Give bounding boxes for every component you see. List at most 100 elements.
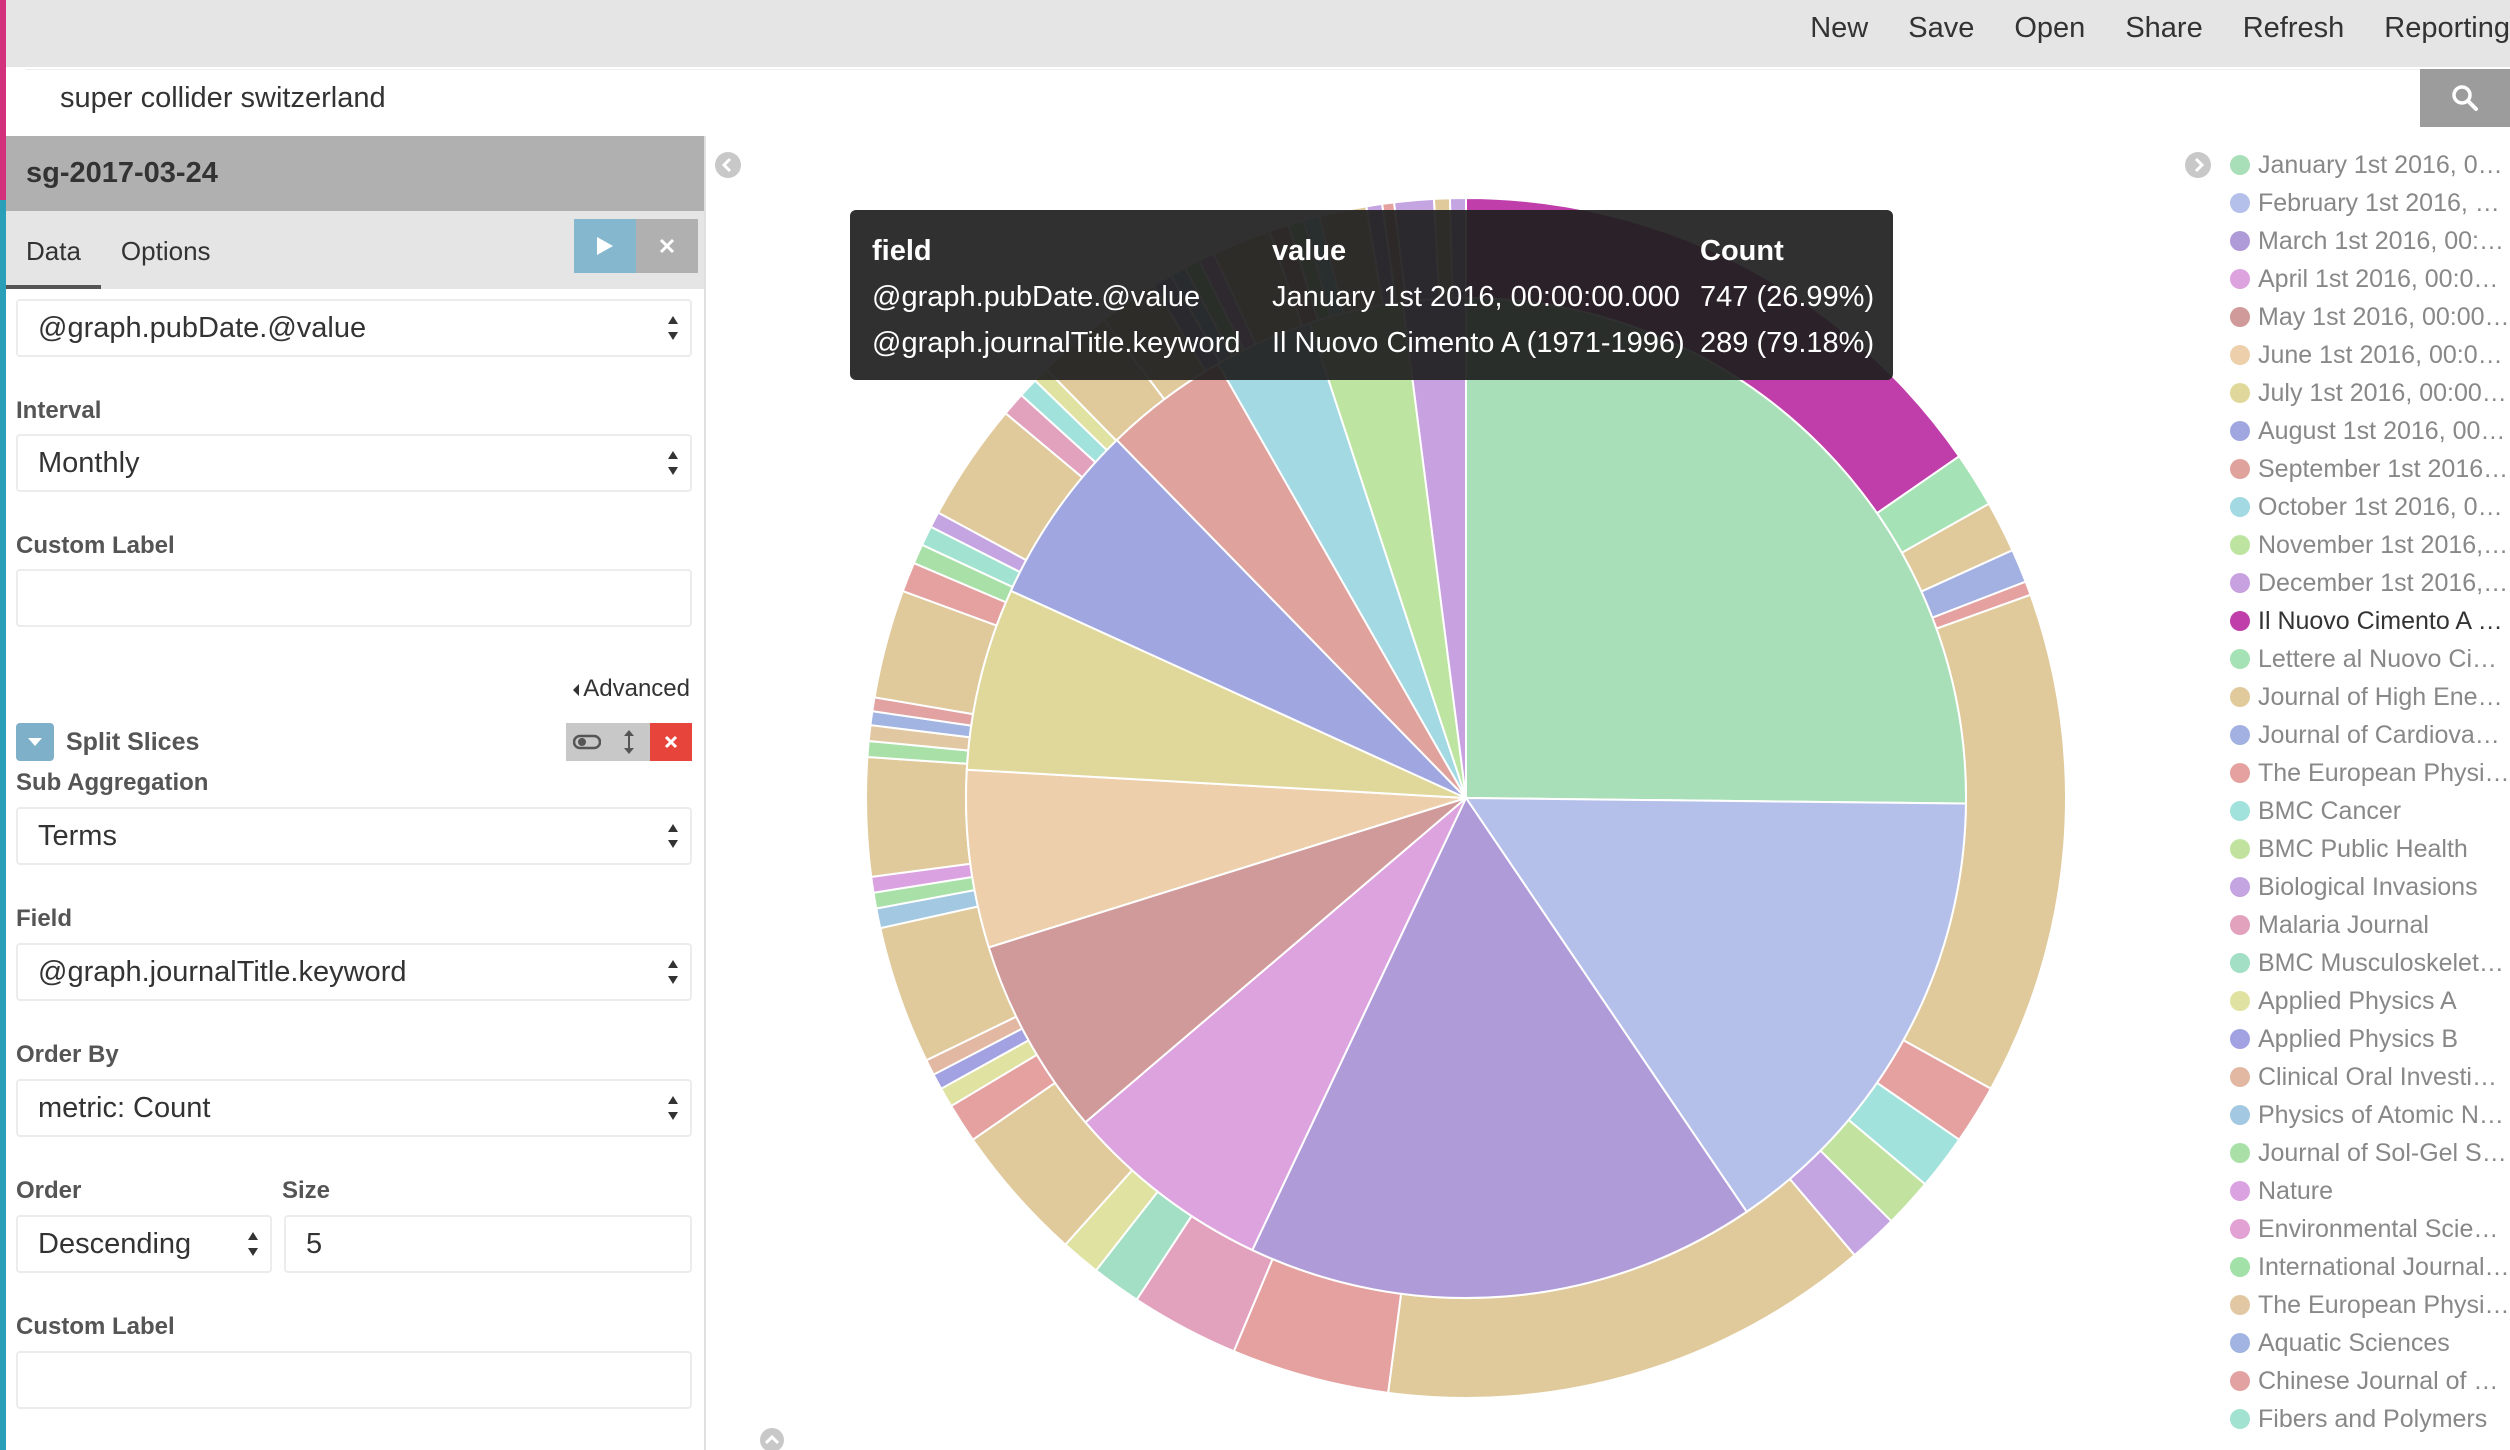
legend-item[interactable]: January 1st 2016, 00:0... (2230, 146, 2510, 184)
apply-button[interactable] (574, 219, 636, 273)
menu-refresh[interactable]: Refresh (2242, 11, 2345, 44)
sub-aggregation-value: Terms (38, 819, 117, 852)
legend-item[interactable]: Fibers and Polymers (2230, 1400, 2510, 1438)
reorder-handle[interactable] (608, 723, 650, 761)
order-by-select[interactable]: metric: Count (16, 1079, 692, 1137)
legend-item[interactable]: April 1st 2016, 00:00:0... (2230, 260, 2510, 298)
legend-item[interactable]: Journal of Sol-Gel Scie... (2230, 1134, 2510, 1172)
legend-label: Applied Physics A (2258, 986, 2457, 1015)
legend-label: Applied Physics B (2258, 1024, 2459, 1053)
legend-color-dot (2230, 497, 2250, 517)
tab-options[interactable]: Options (120, 236, 211, 266)
pie-slice-inner[interactable] (1084, 797, 1467, 1252)
legend-item[interactable]: March 1st 2016, 00:00... (2230, 222, 2510, 260)
discard-button[interactable] (636, 219, 698, 273)
sub-aggregation-select[interactable]: Terms (16, 807, 692, 865)
menu-reporting[interactable]: Reporting (2384, 11, 2510, 44)
pie-slice-inner[interactable] (965, 768, 1467, 949)
legend-item[interactable]: Clinical Oral Investiga... (2230, 1058, 2510, 1096)
legend-item[interactable]: August 1st 2016, 00:0... (2230, 412, 2510, 450)
close-icon (664, 735, 678, 749)
legend-item[interactable]: BMC Cancer (2230, 792, 2510, 830)
tooltip-cell: 747 (26.99%) (1700, 280, 1875, 313)
legend-color-dot (2230, 1143, 2250, 1163)
custom-label-input[interactable] (16, 569, 692, 627)
legend-item[interactable]: The European Physica... (2230, 754, 2510, 792)
pie-slice-inner[interactable] (1464, 796, 1967, 1214)
pie-slice-inner[interactable] (965, 589, 1467, 799)
pie-slice-inner[interactable] (1009, 438, 1467, 799)
menu-new[interactable]: New (1810, 11, 1869, 44)
legend-color-dot (2230, 193, 2250, 213)
legend-item[interactable]: October 1st 2016, 00:... (2230, 488, 2510, 526)
pie-slice-inner[interactable] (1251, 795, 1749, 1299)
order-value: Descending (38, 1227, 192, 1260)
sidebar-title: sg-2017-03-24 (6, 136, 704, 211)
field-select[interactable]: @graph.journalTitle.keyword (16, 943, 692, 1001)
legend-label: September 1st 2016, ... (2258, 454, 2510, 483)
legend-item[interactable]: Environmental Scienc... (2230, 1210, 2510, 1248)
legend-label: Environmental Scienc... (2258, 1214, 2510, 1243)
legend-item[interactable]: Aquatic Sciences (2230, 1324, 2510, 1362)
play-icon (597, 237, 613, 255)
legend-item[interactable]: Nature (2230, 1172, 2510, 1210)
legend-item[interactable]: Journal of Cardiovasc... (2230, 716, 2510, 754)
split-slices-toggle[interactable] (16, 723, 54, 761)
size-input[interactable]: 5 (284, 1215, 692, 1273)
search-bar (26, 69, 2510, 127)
legend-item[interactable]: Applied Physics B (2230, 1020, 2510, 1058)
legend-color-dot (2230, 877, 2250, 897)
legend-item[interactable]: Malaria Journal (2230, 906, 2510, 944)
legend-color-dot (2230, 231, 2250, 251)
custom-label-2-label: Custom Label (16, 1313, 175, 1340)
legend-item[interactable]: Il Nuovo Cimento A (1... (2230, 602, 2510, 640)
legend-label: Journal of High Energ... (2258, 682, 2510, 711)
legend-item[interactable]: Lettere al Nuovo Cime... (2230, 640, 2510, 678)
order-select[interactable]: Descending (16, 1215, 272, 1273)
interval-select[interactable]: Monthly (16, 434, 692, 492)
legend-item[interactable]: International Journal ... (2230, 1248, 2510, 1286)
legend-color-dot (2230, 1409, 2250, 1429)
legend-item[interactable]: BMC Musculoskeletal ... (2230, 944, 2510, 982)
collapse-legend-button[interactable] (2185, 152, 2211, 178)
advanced-toggle[interactable]: Advanced (571, 675, 690, 703)
top-menu-bar: New Save Open Share Refresh Reporting (6, 0, 2510, 67)
collapse-sidebar-button[interactable] (715, 152, 741, 178)
toggle-agg-button[interactable] (566, 723, 608, 761)
search-button[interactable] (2420, 69, 2510, 127)
interval-value: Monthly (38, 446, 140, 479)
legend-color-dot (2230, 1333, 2250, 1353)
custom-label-2-input[interactable] (16, 1351, 692, 1409)
legend-item[interactable]: February 1st 2016, 00... (2230, 184, 2510, 222)
legend-item[interactable]: September 1st 2016, ... (2230, 450, 2510, 488)
menu-share[interactable]: Share (2125, 11, 2203, 44)
legend-item[interactable]: Applied Physics A (2230, 982, 2510, 1020)
legend-item[interactable]: BMC Public Health (2230, 830, 2510, 868)
legend-color-dot (2230, 1029, 2250, 1049)
legend-label: International Journal ... (2258, 1252, 2510, 1281)
tab-data[interactable]: Data (6, 236, 101, 289)
legend-item[interactable]: The European Physica... (2230, 1286, 2510, 1324)
legend-label: May 1st 2016, 00:00:0... (2258, 302, 2510, 331)
legend-item[interactable]: July 1st 2016, 00:00:00... (2230, 374, 2510, 412)
search-input[interactable] (26, 69, 2420, 127)
legend-item[interactable]: Chinese Journal of Me... (2230, 1362, 2510, 1400)
pie-slice-outer[interactable] (865, 755, 972, 879)
legend-item[interactable]: Biological Invasions (2230, 868, 2510, 906)
legend-label: Nature (2258, 1176, 2334, 1205)
collapse-spy-button[interactable] (760, 1428, 784, 1450)
date-field-select[interactable]: @graph.pubDate.@value (16, 299, 692, 357)
legend-item[interactable]: December 1st 2016, 0... (2230, 564, 2510, 602)
legend-color-dot (2230, 1067, 2250, 1087)
pie-slice-inner[interactable] (987, 797, 1467, 1124)
legend-item[interactable]: November 1st 2016, 0... (2230, 526, 2510, 564)
menu-save[interactable]: Save (1908, 11, 1975, 44)
menu-open[interactable]: Open (2014, 11, 2086, 44)
legend-item[interactable]: Physics of Atomic Nuc... (2230, 1096, 2510, 1134)
legend-item[interactable]: May 1st 2016, 00:00:0... (2230, 298, 2510, 336)
split-slices-row: Split Slices (16, 723, 702, 761)
legend-item[interactable]: June 1st 2016, 00:00:0... (2230, 336, 2510, 374)
legend-color-dot (2230, 1219, 2250, 1239)
legend-item[interactable]: Journal of High Energ... (2230, 678, 2510, 716)
remove-agg-button[interactable] (650, 723, 692, 761)
